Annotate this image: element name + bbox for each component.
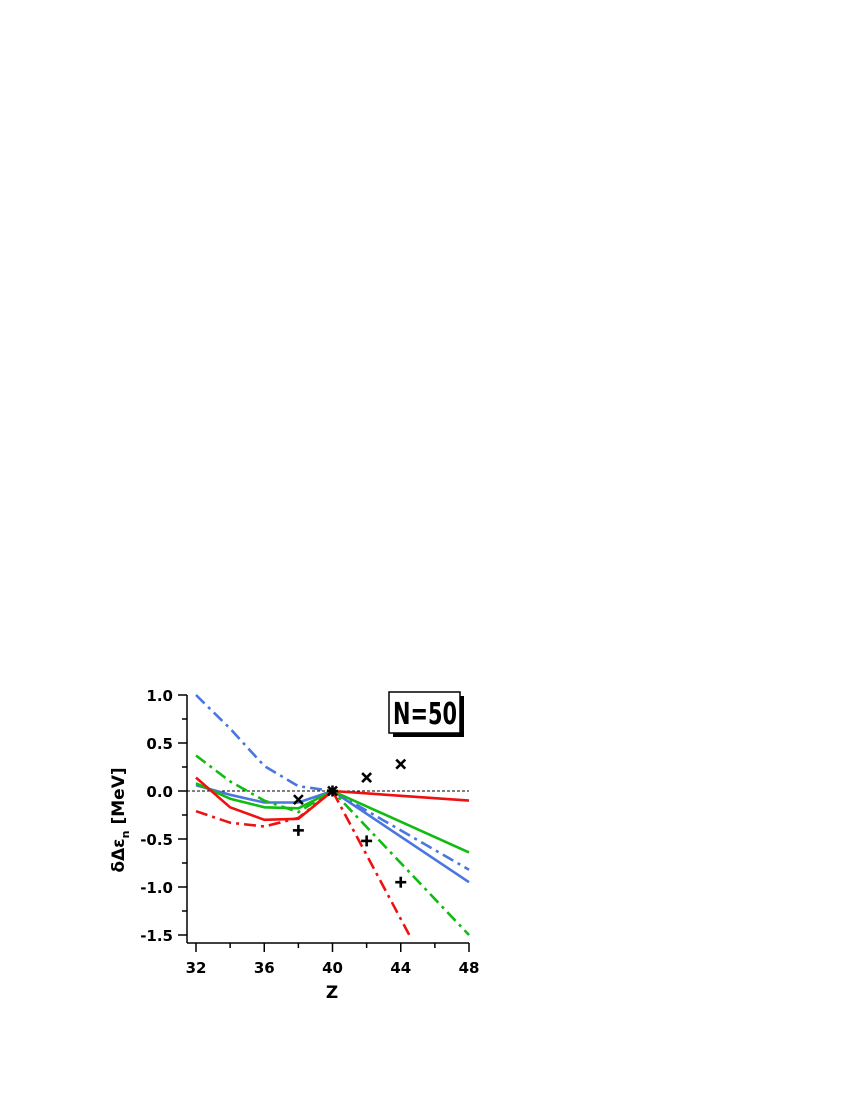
series-line-6 (195, 789, 411, 936)
y-tick-label: 0.5 (146, 735, 173, 753)
y-ticks: 1.0 0.5 0.0 -0.5 -1.0 -1.5 (140, 687, 187, 945)
plus-marker (327, 785, 338, 797)
series-layer (195, 694, 470, 936)
y-tick-label: 1.0 (146, 687, 173, 705)
series-line-5 (195, 776, 470, 822)
series-line-2 (195, 694, 470, 871)
y-tick-label: -1.5 (140, 927, 173, 945)
y-tick-label: -0.5 (140, 831, 173, 849)
marker-layer (292, 758, 407, 888)
annotation-label: N=50 (393, 697, 457, 732)
x-axis-title: Z (326, 983, 338, 1003)
x-tick-label: 44 (390, 959, 411, 977)
x-tick-label: 40 (322, 959, 343, 977)
cross-marker (292, 794, 304, 806)
x-tick-label: 36 (254, 959, 275, 977)
x-ticks: 32 36 40 44 48 (186, 943, 480, 977)
cross-marker (395, 758, 407, 770)
annotation-frame (388, 691, 461, 734)
annotation-box: N=50 (388, 691, 464, 737)
plus-marker (395, 876, 407, 888)
y-axis-unit: [MeV] (109, 767, 129, 824)
y-tick-label: -1.0 (140, 879, 173, 897)
x-tick-label: 48 (459, 959, 480, 977)
y-axis-symbol: δΔε (109, 838, 129, 872)
x-tick-label: 32 (186, 959, 207, 977)
cross-marker (361, 772, 373, 783)
y-axis-subscript: n (119, 831, 132, 839)
plus-marker (292, 824, 304, 836)
series-line-4 (195, 754, 470, 936)
plus-marker (361, 835, 373, 847)
y-tick-label: 0.0 (146, 783, 173, 801)
series-line-3 (195, 782, 470, 854)
series-line-1 (195, 783, 470, 884)
y-axis-title: δΔεn [MeV] (109, 767, 132, 872)
